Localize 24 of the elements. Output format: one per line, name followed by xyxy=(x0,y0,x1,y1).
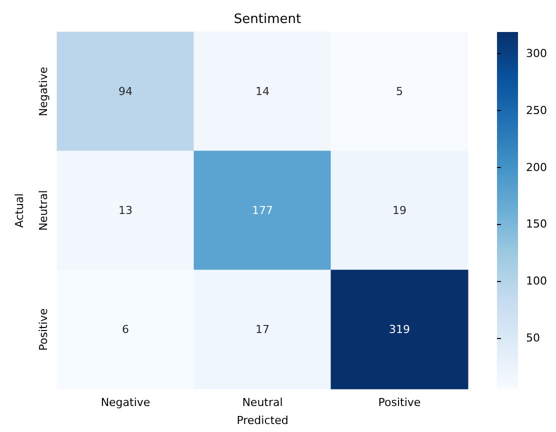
x-axis-title: Predicted xyxy=(236,414,288,427)
y-tick-label: Negative xyxy=(37,66,50,116)
color-bar-label: 150 xyxy=(526,218,547,231)
data-label: 94 xyxy=(118,85,132,98)
data-label: 6 xyxy=(122,323,129,336)
x-tick-label: Neutral xyxy=(242,396,283,409)
x-tick-label: Positive xyxy=(378,396,421,409)
color-bar-label: 300 xyxy=(526,47,547,60)
chart-title: Sentiment xyxy=(234,12,302,27)
y-tick-label: Positive xyxy=(37,308,50,351)
color-bar-label: 100 xyxy=(526,274,547,288)
y-tick-label: Neutral xyxy=(37,190,50,231)
y-axis-title: Actual xyxy=(13,193,26,228)
color-bar-label: 250 xyxy=(526,104,547,117)
x-tick-label: Negative xyxy=(100,396,150,409)
color-bar-label: 50 xyxy=(526,331,540,344)
data-label: 17 xyxy=(256,323,270,336)
data-label: 5 xyxy=(396,85,403,98)
data-label: 19 xyxy=(392,204,406,217)
data-label: 177 xyxy=(252,204,273,217)
color-bar-label: 200 xyxy=(526,160,547,174)
data-label: 13 xyxy=(118,204,132,217)
data-label: 319 xyxy=(389,323,410,336)
data-label: 14 xyxy=(256,85,270,98)
